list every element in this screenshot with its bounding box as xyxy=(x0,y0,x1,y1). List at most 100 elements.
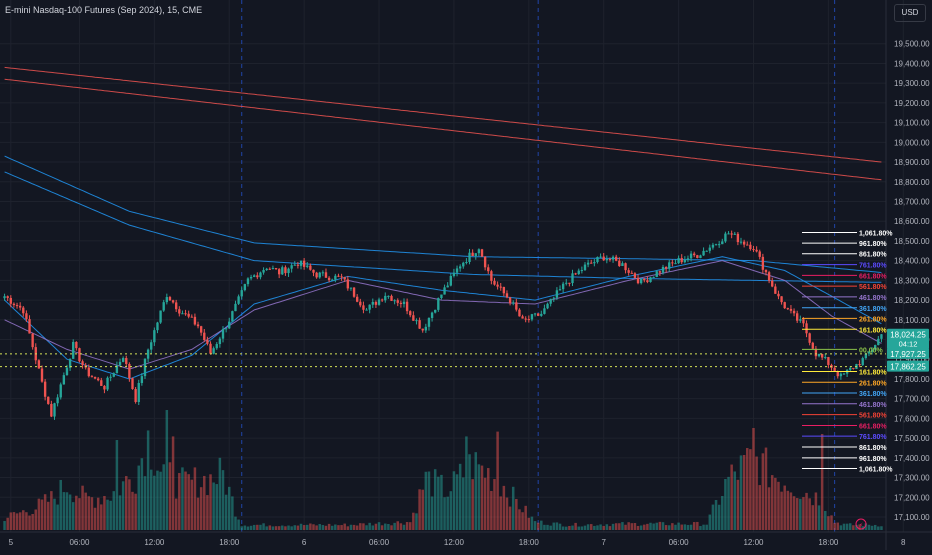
candle-body xyxy=(118,361,122,366)
candle-body xyxy=(496,284,499,287)
volume-bar xyxy=(315,525,318,530)
volume-bar xyxy=(408,522,412,530)
candle-body xyxy=(721,241,724,245)
candle-body xyxy=(474,253,477,257)
volume-bar xyxy=(540,520,543,530)
candle-body xyxy=(449,275,452,286)
candle-body xyxy=(146,349,150,359)
volume-bar xyxy=(256,524,259,530)
candle-body xyxy=(90,376,94,378)
volume-bar xyxy=(574,522,577,530)
y-tick-label: 18,300.00 xyxy=(894,276,930,285)
volume-bar xyxy=(714,499,718,530)
volume-bar xyxy=(474,452,478,530)
volume-bar xyxy=(717,504,721,530)
candle-body xyxy=(318,272,321,278)
volume-bar xyxy=(178,473,181,530)
candle-body xyxy=(686,258,690,260)
candle-body xyxy=(724,233,727,242)
volume-bar xyxy=(56,504,59,530)
candle-body xyxy=(412,315,415,321)
candle-body xyxy=(643,278,646,281)
moving-average-line xyxy=(4,78,882,181)
price-label-countdown: 04:12 xyxy=(899,340,918,349)
volume-bar xyxy=(174,498,178,530)
y-tick-label: 17,600.00 xyxy=(894,414,930,423)
volume-bar xyxy=(390,525,393,530)
candle-body xyxy=(221,329,225,339)
volume-bar xyxy=(271,526,275,530)
volume-bar xyxy=(480,465,484,530)
fib-level-label: 661.80% xyxy=(859,273,887,280)
candle-body xyxy=(331,279,334,281)
x-tick-label: 18:00 xyxy=(219,538,240,547)
candle-body xyxy=(820,354,824,358)
candle-body xyxy=(574,273,577,275)
volume-bar xyxy=(664,525,668,530)
volume-bar xyxy=(337,525,340,530)
candle-body xyxy=(767,272,771,281)
volume-bar xyxy=(199,487,203,530)
volume-bar xyxy=(708,514,712,530)
candle-body xyxy=(153,330,156,343)
candle-body xyxy=(771,280,774,287)
candle-body xyxy=(337,275,340,277)
candle-body xyxy=(224,328,228,330)
volume-bar xyxy=(521,512,524,530)
volume-bar xyxy=(209,474,212,530)
volume-bar xyxy=(465,436,468,530)
candle-body xyxy=(652,276,655,278)
candle-body xyxy=(22,307,25,314)
volume-bar xyxy=(424,471,428,530)
volume-bar xyxy=(196,497,200,530)
y-tick-label: 18,900.00 xyxy=(894,158,930,167)
candle-body xyxy=(693,253,696,256)
symbol-title[interactable]: E-mini Nasdaq-100 Futures (Sep 2024), 15… xyxy=(5,5,203,15)
candle-body xyxy=(615,256,618,261)
candle-body xyxy=(293,264,296,266)
volume-bar xyxy=(37,498,41,530)
candle-body xyxy=(309,265,312,270)
candle-body xyxy=(739,241,743,243)
y-tick-label: 17,200.00 xyxy=(894,493,930,502)
candle-body xyxy=(661,266,665,273)
volume-bar xyxy=(309,523,312,530)
volume-bar xyxy=(6,517,9,530)
volume-bar xyxy=(696,521,699,530)
volume-bar xyxy=(736,479,740,530)
volume-bar xyxy=(318,524,321,530)
volume-bar xyxy=(412,512,415,530)
y-tick-label: 18,800.00 xyxy=(894,178,930,187)
volume-bar xyxy=(53,498,56,530)
currency-button[interactable]: USD xyxy=(894,4,926,22)
volume-bar xyxy=(493,479,496,530)
volume-bar xyxy=(502,485,506,530)
event-marker-icon xyxy=(855,518,867,530)
candle-body xyxy=(409,311,412,316)
volume-bar xyxy=(75,495,78,530)
candle-body xyxy=(783,302,786,309)
y-tick-label: 17,700.00 xyxy=(894,395,930,404)
volume-bar xyxy=(22,510,25,530)
volume-bar xyxy=(599,524,602,530)
volume-bar xyxy=(327,523,331,530)
volume-bar xyxy=(346,526,350,530)
candle-body xyxy=(78,348,81,362)
candle-body xyxy=(699,255,702,258)
volume-bar xyxy=(814,492,818,530)
candle-body xyxy=(824,357,827,359)
volume-bar xyxy=(437,476,440,530)
candle-body xyxy=(736,233,740,243)
volume-bar xyxy=(643,524,646,530)
candle-body xyxy=(143,358,147,377)
candle-body xyxy=(870,349,874,352)
candle-body xyxy=(181,313,184,315)
candle-body xyxy=(533,313,537,315)
candle-body xyxy=(833,367,836,372)
volume-bar xyxy=(206,495,209,530)
candle-body xyxy=(708,247,711,251)
candle-body xyxy=(792,310,796,314)
candle-body xyxy=(262,269,265,273)
candle-body xyxy=(677,258,680,264)
